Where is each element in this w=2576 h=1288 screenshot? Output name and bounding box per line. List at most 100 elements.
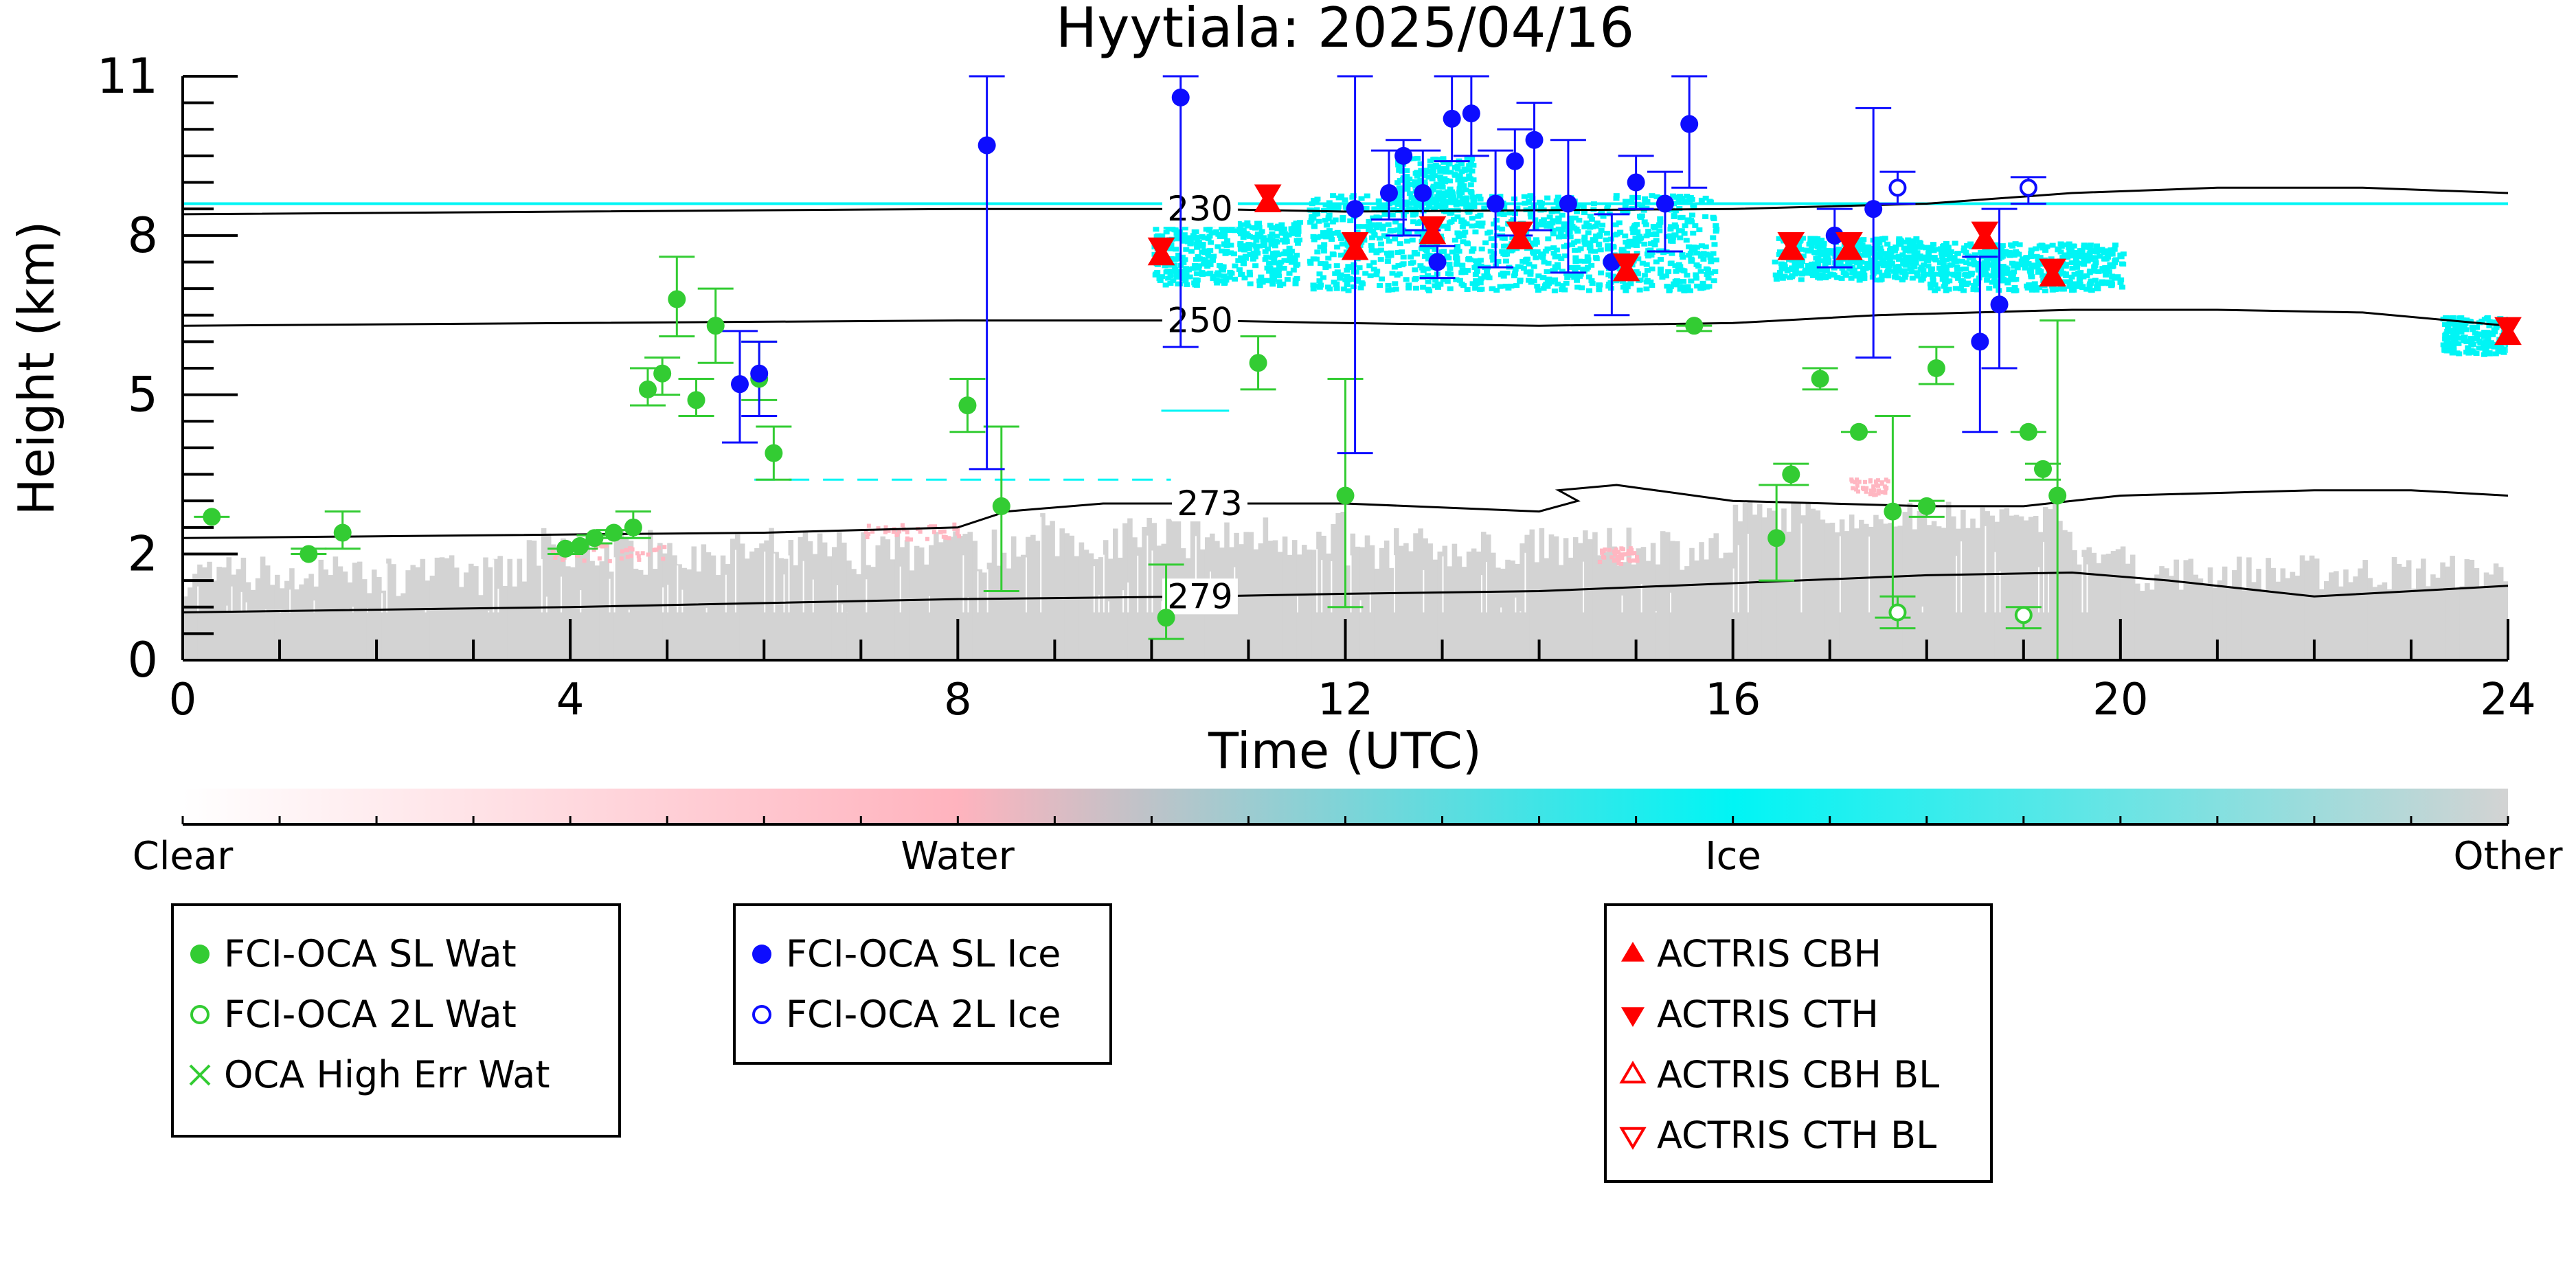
ice-class-pixel	[1310, 286, 1317, 292]
other-class-column	[2033, 515, 2039, 660]
ice-class-pixel	[1453, 277, 1460, 282]
ice-class-pixel	[1337, 275, 1344, 281]
fci-oca-sl-wat-point	[2048, 486, 2067, 505]
other-class-column	[1447, 566, 1453, 660]
water-class-pixel	[909, 537, 914, 542]
ice-class-pixel	[2068, 282, 2075, 287]
ice-class-pixel	[1947, 253, 1954, 259]
ice-class-pixel	[1351, 262, 1357, 267]
ice-class-pixel	[1222, 225, 1229, 230]
other-class-column	[1418, 528, 1423, 660]
other-class-column	[1432, 559, 1438, 660]
ice-class-pixel	[1684, 193, 1691, 199]
other-class-column	[2406, 560, 2412, 660]
other-class-column	[570, 567, 576, 660]
water-class-pixel	[594, 545, 598, 550]
clear-gap	[1921, 607, 1923, 613]
ice-class-pixel	[1564, 275, 1571, 280]
legend-label-fci-oca-sl-ice: FCI-OCA SL Ice	[786, 932, 1061, 975]
ice-class-pixel	[1470, 246, 1477, 251]
ice-class-pixel	[1930, 278, 1936, 284]
other-class-column	[982, 572, 988, 660]
ice-class-pixel	[1961, 267, 1968, 272]
ice-class-pixel	[1535, 221, 1541, 227]
ice-class-pixel	[1658, 257, 1664, 262]
ice-class-pixel	[2099, 279, 2105, 284]
ice-class-pixel	[1792, 260, 1798, 266]
ice-class-pixel	[1616, 220, 1623, 225]
ice-class-pixel	[1547, 223, 1554, 229]
clear-gap	[725, 574, 727, 613]
other-class-column	[2280, 568, 2286, 660]
other-class-column	[1132, 537, 1138, 660]
ice-class-pixel	[1592, 238, 1598, 244]
other-class-column	[274, 574, 280, 660]
other-class-column	[2270, 567, 2276, 660]
ice-class-pixel	[1882, 251, 1889, 256]
ice-class-pixel	[1307, 258, 1313, 264]
ice-class-pixel	[1460, 234, 1467, 239]
other-class-column	[793, 565, 799, 660]
ice-class-pixel	[1856, 264, 1863, 269]
ice-class-pixel	[1199, 271, 1206, 277]
ice-class-pixel	[1827, 271, 1834, 277]
other-class-column	[2498, 567, 2504, 660]
ice-class-pixel	[2033, 253, 2040, 259]
ice-class-pixel	[1469, 223, 1476, 229]
ice-class-pixel	[1210, 273, 1217, 279]
water-class-pixel	[607, 558, 612, 563]
other-class-column	[2154, 574, 2160, 660]
other-class-column	[1403, 543, 1409, 660]
ice-class-pixel	[1326, 228, 1333, 234]
other-class-column	[1466, 551, 1472, 660]
ice-class-pixel	[1970, 287, 1977, 293]
ice-class-pixel	[1441, 176, 1448, 181]
other-class-column	[2043, 507, 2048, 660]
ice-class-pixel	[1805, 263, 1811, 269]
ice-class-pixel	[2465, 345, 2472, 350]
ice-class-pixel	[1269, 255, 1276, 260]
ice-class-pixel	[1183, 272, 1190, 278]
clear-gap	[1103, 554, 1105, 613]
ice-class-pixel	[1530, 249, 1537, 255]
ice-class-pixel	[1228, 250, 1234, 256]
fci-oca-sl-wat-point	[2019, 422, 2037, 441]
ice-class-pixel	[1359, 281, 1366, 286]
water-class-pixel	[1616, 558, 1621, 563]
ice-class-pixel	[1208, 240, 1214, 245]
ice-class-pixel	[1240, 227, 1247, 233]
ice-class-pixel	[1925, 255, 1932, 260]
ice-class-pixel	[1921, 262, 1928, 268]
ice-class-pixel	[1241, 247, 1248, 253]
ice-class-pixel	[1168, 242, 1175, 247]
other-class-column	[1936, 526, 1942, 660]
ice-class-pixel	[1459, 196, 1466, 201]
ice-class-pixel	[1818, 252, 1824, 258]
other-class-column	[2440, 562, 2445, 660]
ice-class-pixel	[1333, 286, 1340, 291]
ice-class-pixel	[1370, 215, 1377, 221]
ice-class-pixel	[2042, 245, 2048, 250]
other-class-column	[1893, 526, 1898, 660]
clear-gap	[1093, 566, 1095, 613]
ice-class-pixel	[2097, 253, 2103, 259]
ice-class-pixel	[1585, 274, 1592, 280]
ice-class-pixel	[2040, 273, 2046, 278]
ice-class-pixel	[1454, 166, 1461, 172]
water-class-pixel	[1872, 488, 1877, 493]
ice-class-pixel	[2071, 249, 2078, 255]
fci-oca-sl-wat-point	[203, 508, 221, 526]
ice-class-pixel	[1855, 240, 1862, 246]
ice-class-pixel	[1414, 173, 1421, 179]
other-class-column	[1912, 529, 1918, 660]
ice-class-pixel	[1468, 190, 1475, 196]
legend-marker-actris-cth-bl	[1619, 1127, 1647, 1150]
other-class-column	[2256, 568, 2261, 660]
ice-class-pixel	[1465, 256, 1472, 262]
ice-class-pixel	[1425, 279, 1432, 284]
ice-class-pixel	[1344, 242, 1351, 248]
ice-class-pixel	[1884, 269, 1891, 274]
ice-class-pixel	[1420, 268, 1427, 273]
ice-class-pixel	[1430, 157, 1437, 162]
other-class-column	[1965, 528, 1971, 660]
